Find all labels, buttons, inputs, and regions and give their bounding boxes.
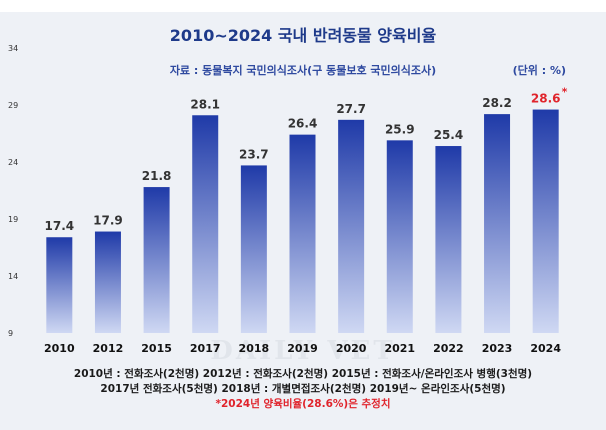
y-tick-label: 24 bbox=[8, 158, 18, 167]
bar bbox=[46, 237, 73, 333]
x-tick-label: 2018 bbox=[239, 342, 270, 355]
chart-title: 2010~2024 국내 반려동물 양육비율 bbox=[169, 26, 437, 45]
bar bbox=[192, 115, 219, 333]
survey-notes: 2010년 : 전화조사(2천명) 2012년 : 전화조사(2천명) 2015… bbox=[0, 367, 606, 412]
chart-source: 자료 : 동물복지 국민의식조사(구 동물보호 국민의식조사) bbox=[169, 64, 437, 77]
bar bbox=[289, 134, 316, 333]
y-tick-label: 9 bbox=[8, 329, 13, 338]
bar bbox=[435, 146, 462, 333]
x-tick-label: 2024 bbox=[530, 342, 561, 355]
bar-chart: 9 14 19 24 29 34 17.4 17.9 21.8 28.1 23.7 26.4 27.7… bbox=[8, 44, 568, 355]
survey-note-2: 2017년 전화조사(5천명) 2018년 : 개별면접조사(2천명) 2019… bbox=[100, 383, 506, 395]
bar bbox=[484, 114, 511, 334]
bar bbox=[386, 140, 413, 333]
bar bbox=[94, 231, 121, 333]
y-tick-label: 29 bbox=[8, 101, 18, 110]
estimate-note: *2024년 양육비율(28.6%)은 추정치 bbox=[215, 398, 391, 410]
bar-value-label: 28.2 bbox=[482, 96, 512, 110]
bar-value-label: 21.8 bbox=[142, 169, 172, 183]
bar-value-label: 27.7 bbox=[336, 102, 366, 116]
bar-value-label: 28.6 bbox=[531, 92, 561, 106]
bar bbox=[338, 119, 365, 333]
bar-value-label: 25.4 bbox=[434, 128, 464, 142]
bar bbox=[240, 165, 267, 333]
bar-value-label: 23.7 bbox=[239, 147, 269, 161]
estimate-asterisk: * bbox=[562, 86, 568, 99]
bar-value-label: 17.4 bbox=[45, 219, 75, 233]
bar-value-label: 26.4 bbox=[288, 117, 318, 131]
bar-value-label: 17.9 bbox=[93, 214, 123, 228]
bar bbox=[532, 109, 559, 333]
y-tick-label: 19 bbox=[8, 215, 18, 224]
watermark: DAILY VET bbox=[210, 336, 396, 366]
bar bbox=[143, 187, 170, 333]
x-tick-label: 2022 bbox=[433, 342, 464, 355]
chart-unit: (단위 : %) bbox=[512, 64, 566, 77]
x-tick-label: 2019 bbox=[287, 342, 318, 355]
bar-value-label: 28.1 bbox=[190, 97, 220, 111]
survey-note-1: 2010년 : 전화조사(2천명) 2012년 : 전화조사(2천명) 2015… bbox=[73, 368, 533, 380]
y-tick-label: 14 bbox=[8, 272, 18, 281]
x-tick-label: 2012 bbox=[93, 342, 124, 355]
y-tick-label: 34 bbox=[8, 44, 18, 53]
x-tick-label: 2021 bbox=[384, 342, 415, 355]
x-tick-label: 2017 bbox=[190, 342, 221, 355]
x-tick-label: 2010 bbox=[44, 342, 75, 355]
x-tick-label: 2023 bbox=[482, 342, 513, 355]
bar-value-label: 25.9 bbox=[385, 122, 415, 136]
x-tick-label: 2015 bbox=[141, 342, 172, 355]
x-tick-label: 2020 bbox=[336, 342, 367, 355]
